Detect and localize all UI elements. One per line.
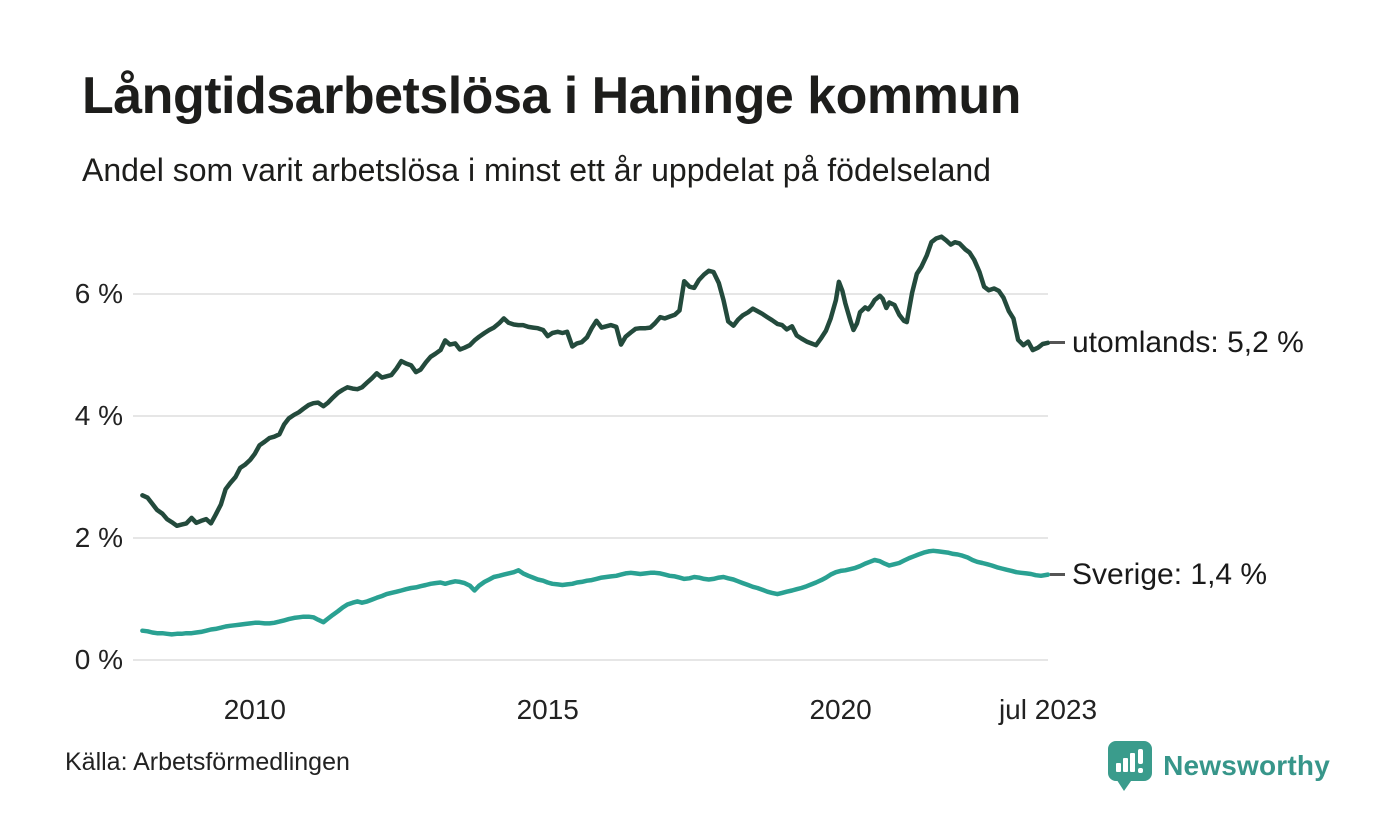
page-title: Långtidsarbetslösa i Haninge kommun	[82, 67, 1021, 125]
y-tick-label: 2 %	[74, 522, 123, 553]
x-tick-label: 2015	[516, 694, 579, 725]
y-tick-label: 4 %	[74, 400, 123, 431]
y-tick-label: 0 %	[74, 644, 123, 675]
label-connector-dash	[1050, 341, 1065, 345]
end-label-text: Sverige: 1,4 %	[1072, 557, 1268, 591]
brand-lockup: Newsworthy	[1107, 740, 1330, 792]
y-tick-label: 6 %	[74, 278, 123, 309]
source-note: Källa: Arbetsförmedlingen	[65, 748, 350, 776]
series-lines	[140, 234, 1051, 637]
gridlines	[133, 293, 1048, 661]
end-label-text: utomlands: 5,2 %	[1072, 325, 1304, 359]
series-line-Sverige	[140, 548, 1051, 637]
brand-name: Newsworthy	[1163, 750, 1330, 781]
x-tick-label: jul 2023	[998, 694, 1098, 725]
chart-subtitle: Andel som varit arbetslösa i minst ett å…	[82, 152, 991, 188]
x-tick-label: 2010	[223, 694, 286, 725]
end-label-utomlands: utomlands: 5,2 %	[1050, 321, 1304, 365]
series-line-utomlands	[140, 234, 1051, 529]
label-connector-dash	[1050, 573, 1065, 577]
end-label-Sverige: Sverige: 1,4 %	[1050, 553, 1267, 597]
x-tick-label: 2020	[809, 694, 872, 725]
newsworthy-logo-icon	[1108, 741, 1153, 791]
